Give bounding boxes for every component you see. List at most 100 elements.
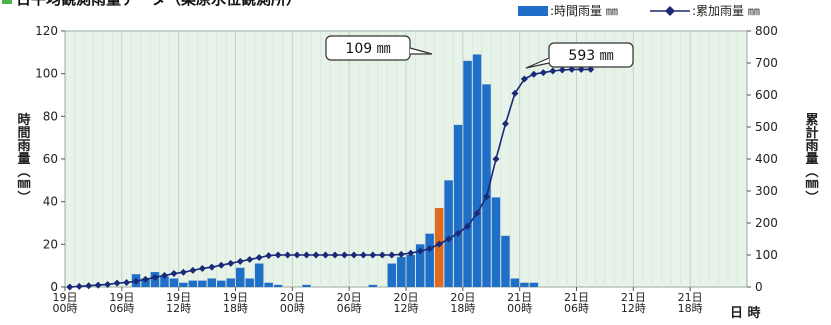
hourly-rain-bar [226, 278, 235, 287]
right-axis-label: 累計雨量（㎜） [803, 112, 820, 204]
hourly-rain-bar [415, 244, 425, 287]
cumulative-rain-point [160, 271, 168, 279]
right-tick-label: 300 [755, 184, 778, 198]
hourly-rain-bar [264, 282, 273, 287]
legend-line-marker [665, 6, 675, 16]
x-tick-label: 19日 12時 [166, 291, 191, 315]
hourly-rain-bar [368, 284, 378, 287]
right-tick-label: 800 [755, 24, 778, 38]
cumulative-rain-point [359, 251, 367, 259]
cumulative-rain-point [66, 283, 74, 291]
cumulative-rain-point [142, 275, 150, 283]
cumulative-rain-point [293, 251, 301, 259]
cumulative-rain-point [511, 89, 519, 97]
cumulative-rain-point [539, 69, 547, 77]
cumulative-rain-point [407, 249, 415, 257]
cumulative-rain-point [274, 251, 282, 259]
hourly-rain-bar [491, 197, 501, 287]
right-axis-ticks: 0 100 200 300 400 500 600 700 800 [747, 24, 778, 294]
hourly-rain-bar [406, 255, 415, 287]
cumulative-rain-point [331, 251, 339, 259]
hourly-rain-bar [254, 263, 264, 287]
left-tick-label: 80 [43, 109, 58, 123]
cumulative-rain-point [378, 251, 386, 259]
hourly-rain-bar [397, 257, 406, 287]
hourly-rain-bar [245, 278, 254, 287]
hourly-rain-bar [529, 282, 539, 287]
x-tick-label: 21日 12時 [621, 291, 646, 315]
cumulative-rain-point [312, 251, 320, 259]
total-rain-text: 593 ㎜ [568, 48, 613, 64]
cumulative-rain-point [179, 268, 187, 276]
x-axis-ticks: 19日 00時 19日 06時 19日 12時 19日 18時 20日 00時 20日 06時 20日 1… [53, 287, 703, 315]
cumulative-rain-point [568, 65, 576, 73]
cumulative-rain-point [445, 235, 453, 243]
cumulative-rain-point [85, 282, 93, 290]
cumulative-rain-point [189, 266, 197, 274]
left-tick-label: 60 [43, 152, 58, 166]
hourly-rain-bar [387, 263, 397, 287]
cumulative-rain-point [236, 257, 244, 265]
x-tick-label: 21日 06時 [564, 291, 589, 315]
hourly-rain-bar [520, 282, 529, 287]
hourly-rain-bar [179, 282, 188, 287]
cumulative-rain-point [350, 251, 358, 259]
legend: :時間雨量 ㎜ :累加雨量 ㎜ [518, 4, 760, 18]
cumulative-rain-point [520, 75, 528, 83]
hourly-rain-bar [160, 276, 169, 287]
hourly-rain-bar [188, 280, 198, 287]
x-tick-label: 20日 00時 [280, 291, 305, 315]
cumulative-rain-point [549, 67, 557, 75]
hourly-rain-bar [510, 278, 520, 287]
right-tick-label: 600 [755, 88, 778, 102]
cumulative-rain-point [255, 254, 263, 262]
max-hourly-text: 109 ㎜ [345, 41, 390, 57]
x-tick-label: 20日 12時 [394, 291, 419, 315]
hourly-rain-bar [453, 124, 463, 287]
cumulative-rain-point [265, 252, 273, 260]
hourly-rain-bar [302, 284, 311, 287]
cumulative-rain-point [170, 270, 178, 278]
vertical-gridlines [73, 31, 739, 287]
cumulative-rain-point [483, 193, 491, 201]
cumulative-rain-point [473, 209, 481, 217]
cumulative-rain-point [454, 229, 462, 237]
right-tick-label: 0 [755, 280, 763, 294]
title-marker [2, 0, 12, 4]
cumulative-rain-point [577, 65, 585, 73]
hourly-rain-bar [472, 54, 482, 287]
hourly-rain-bar [463, 60, 472, 287]
x-tick-label: 20日 18時 [450, 291, 475, 315]
cumulative-rain-point [397, 250, 405, 258]
x-tick-label: 21日 00時 [507, 291, 532, 315]
left-axis-ticks: 0 20 40 60 80 100 120 [35, 24, 65, 294]
right-tick-label: 400 [755, 152, 778, 166]
max-hourly-callout: 109 ㎜ [325, 35, 433, 61]
cumulative-rain-point [501, 120, 509, 128]
cumulative-rain-point [321, 251, 329, 259]
hourly-rain-bar [236, 267, 245, 287]
cumulative-rain-point [284, 251, 292, 259]
legend-bar-swatch [518, 6, 548, 16]
right-tick-label: 500 [755, 120, 778, 134]
x-tick-label: 20日 06時 [337, 291, 362, 315]
cumulative-rain-point [530, 70, 538, 78]
cumulative-rain-point [132, 277, 140, 285]
cumulative-rain-point [104, 280, 112, 288]
cumulative-rain-point [340, 251, 348, 259]
total-rain-callout: 593 ㎜ [525, 42, 634, 69]
hourly-rain-bar [198, 280, 207, 287]
cumulative-rain-point [558, 66, 566, 74]
cumulative-rain-point [464, 222, 472, 230]
left-tick-label: 100 [35, 67, 58, 81]
cumulative-rain-point [227, 259, 235, 267]
left-axis-label: 時間雨量（㎜） [15, 112, 32, 204]
hourly-rain-bar [425, 233, 434, 287]
hourly-rain-bar [444, 180, 453, 287]
cumulative-rain-point [303, 251, 311, 259]
hourly-rain-bar [273, 284, 283, 287]
cumulative-rain-point [75, 282, 83, 290]
left-tick-label: 20 [43, 237, 58, 251]
hourly-rain-bar [207, 278, 217, 287]
